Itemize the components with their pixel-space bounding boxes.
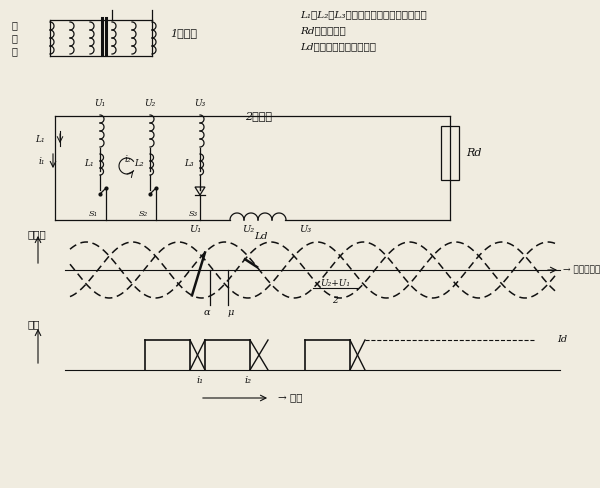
Text: → 時間（位相角で示す）: → 時間（位相角で示す）	[563, 265, 600, 274]
Text: 相電圧: 相電圧	[28, 230, 47, 239]
Text: i₂: i₂	[245, 376, 251, 385]
Text: 変: 変	[11, 21, 17, 30]
Text: Ld: Ld	[254, 232, 268, 241]
Text: S₃: S₃	[189, 210, 198, 218]
Text: 2: 2	[332, 296, 338, 305]
Text: 1次巻線: 1次巻線	[170, 28, 197, 38]
Text: 2次巻線: 2次巻線	[245, 111, 272, 121]
Bar	[441, 126, 459, 180]
Text: Rd: Rd	[466, 148, 482, 158]
Text: Id: Id	[557, 336, 567, 345]
Text: S₂: S₂	[139, 210, 148, 218]
Text: Ld：負荷インダクタンス: Ld：負荷インダクタンス	[300, 42, 376, 51]
Text: S₁: S₁	[89, 210, 98, 218]
Text: U₃: U₃	[299, 225, 311, 234]
Text: i₁: i₁	[38, 158, 45, 166]
Text: L₂: L₂	[134, 160, 144, 168]
Text: U₁: U₁	[189, 225, 201, 234]
Text: → 時間: → 時間	[278, 393, 302, 403]
Text: U₂: U₂	[242, 225, 254, 234]
Text: i₂: i₂	[125, 156, 131, 164]
Text: 電流: 電流	[28, 320, 41, 329]
Text: U₂+U₁: U₂+U₁	[320, 279, 350, 288]
Text: i₁: i₁	[197, 376, 203, 385]
Text: U₃: U₃	[194, 99, 206, 108]
Text: L₁，L₂，L₃　：回路中のインダクタンス: L₁，L₂，L₃ ：回路中のインダクタンス	[300, 10, 427, 19]
Text: L₃: L₃	[184, 160, 194, 168]
Text: α: α	[203, 308, 211, 317]
Text: U₂: U₂	[145, 99, 155, 108]
Text: L₁: L₁	[84, 160, 94, 168]
Text: Rd：負荷抵抗: Rd：負荷抵抗	[300, 26, 346, 35]
Text: μ: μ	[228, 308, 234, 317]
Text: U₁: U₁	[94, 99, 106, 108]
Text: 圧: 圧	[11, 35, 17, 43]
Text: L₁: L₁	[35, 136, 45, 144]
Text: 器: 器	[11, 47, 17, 57]
